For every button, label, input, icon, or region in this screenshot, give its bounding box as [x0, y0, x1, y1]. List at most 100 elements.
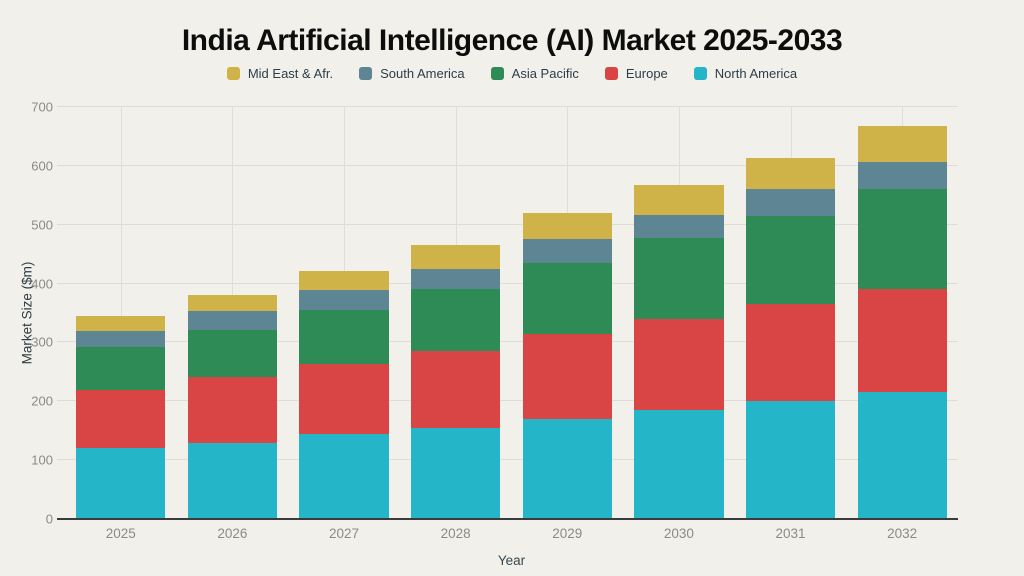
bar-segment: [522, 418, 612, 519]
legend-label: North America: [714, 66, 798, 81]
y-tick-label: 300: [31, 334, 53, 350]
x-tick-label: 2029: [552, 526, 583, 541]
stacked-bar-2027: [299, 107, 389, 519]
bar-segment: [299, 433, 389, 519]
legend-item: Europe: [604, 66, 668, 81]
gridline: [57, 459, 958, 461]
bar-segment: [411, 245, 501, 269]
legend: Mid East & Afr. South America Asia Pacific…: [0, 66, 1024, 81]
bar-segment: [634, 318, 724, 411]
legend-swatch-icon: [604, 67, 618, 80]
bar-segment: [857, 126, 947, 162]
bar-segment: [857, 161, 947, 190]
legend-label: Asia Pacific: [511, 66, 579, 81]
bar-segment: [522, 212, 612, 239]
bar-segment: [857, 289, 947, 393]
legend-swatch-icon: [226, 67, 240, 80]
x-axis-ticks: 2025 2026 2027 2028 2029 2030 2031 2032: [65, 526, 958, 541]
legend-swatch-icon: [693, 67, 707, 80]
x-tick-label: 2030: [663, 526, 694, 541]
bar-segment: [299, 289, 389, 310]
bar-segment: [76, 389, 166, 449]
bar-segment: [76, 315, 166, 331]
bar-slot: [623, 107, 735, 519]
plot-area: 0 100 200 300 400 500 600 700: [31, 100, 958, 527]
bar-segment: [634, 238, 724, 319]
bars-container: [65, 107, 958, 519]
bar-slot: [735, 107, 847, 519]
x-axis-title: Year: [497, 553, 526, 568]
bar-segment: [187, 329, 278, 377]
bar-segment: [411, 427, 501, 519]
chart-title: India Artificial Intelligence (AI) Marke…: [181, 24, 843, 57]
bar-slot: [512, 107, 624, 519]
bar-segment: [299, 309, 389, 365]
x-tick-label: 2025: [105, 526, 136, 541]
legend-label: South America: [380, 66, 465, 81]
bar-segment: [76, 448, 166, 519]
bar-segment: [522, 333, 612, 419]
gridline: [57, 341, 958, 343]
y-tick-label: 400: [31, 276, 53, 292]
bar-slot: [288, 107, 400, 519]
bar-segment: [745, 401, 836, 519]
bar-segment: [522, 238, 612, 263]
stacked-bar-2025: [76, 107, 166, 519]
legend-item: South America: [359, 66, 465, 81]
legend-label: Mid East & Afr.: [247, 66, 334, 81]
gridline: [57, 400, 958, 402]
x-tick-label: 2027: [329, 526, 360, 541]
bar-segment: [411, 351, 501, 428]
bar-segment: [187, 442, 278, 519]
stacked-bar-2029: [522, 107, 612, 519]
bar-segment: [634, 410, 724, 519]
bar-segment: [76, 330, 166, 348]
bar-segment: [745, 158, 836, 190]
legend-swatch-icon: [359, 67, 373, 80]
bar-segment: [745, 215, 836, 305]
stacked-bar-2032: [857, 107, 947, 519]
x-tick-label: 2026: [217, 526, 248, 541]
bar-slot: [400, 107, 512, 519]
bar-segment: [857, 189, 947, 290]
legend-swatch-icon: [490, 67, 504, 80]
legend-item: Asia Pacific: [490, 66, 579, 81]
gridline: [57, 164, 958, 166]
bar-segment: [76, 347, 166, 390]
bar-segment: [187, 376, 278, 443]
bar-slot: [65, 107, 177, 519]
bar-segment: [745, 304, 836, 402]
stacked-bar-2031: [745, 107, 836, 519]
stacked-bar-2028: [411, 107, 501, 519]
x-axis-line: [57, 518, 958, 520]
bar-slot: [177, 107, 289, 519]
x-tick-label: 2032: [887, 526, 918, 541]
gridline-vertical: [120, 107, 122, 519]
bar-segment: [187, 294, 278, 312]
gridline: [57, 106, 958, 107]
bar-slot: [846, 107, 958, 519]
legend-item: Mid East & Afr.: [226, 66, 334, 81]
y-tick-label: 600: [31, 158, 53, 174]
y-tick-label: 0: [45, 511, 53, 527]
stacked-bar-2030: [634, 107, 724, 519]
legend-item: North America: [693, 66, 798, 81]
bar-segment: [299, 364, 389, 434]
gridline: [57, 282, 958, 284]
y-tick-label: 700: [31, 99, 53, 115]
x-tick-label: 2031: [775, 526, 806, 541]
bar-segment: [745, 189, 836, 216]
x-tick-label: 2028: [440, 526, 471, 541]
bar-segment: [522, 263, 612, 334]
bar-segment: [411, 268, 501, 290]
stacked-bar-2026: [187, 107, 278, 519]
y-tick-label: 200: [31, 393, 53, 409]
bar-segment: [299, 270, 389, 290]
bar-segment: [411, 289, 501, 352]
legend-label: Europe: [625, 66, 668, 81]
bar-segment: [857, 392, 947, 519]
bar-segment: [634, 214, 724, 239]
bar-segment: [187, 311, 278, 330]
y-tick-label: 500: [31, 217, 53, 233]
gridline: [57, 223, 958, 225]
